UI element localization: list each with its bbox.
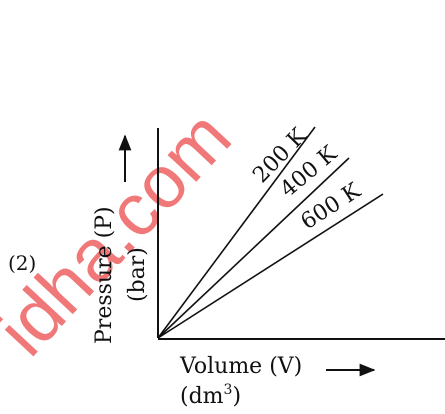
x-axis-unit-close: )	[232, 384, 241, 409]
option-label: (2)	[8, 251, 36, 275]
x-axis-unit-exponent: 3	[224, 382, 233, 398]
x-axis-title: Volume (V)	[179, 354, 302, 379]
isotherm-line-400k	[157, 157, 350, 339]
watermark-text: idha.com	[0, 95, 246, 371]
isotherm-line-200k	[157, 126, 316, 339]
y-axis-unit: (bar)	[125, 247, 150, 302]
isotherm-line-600k	[157, 193, 384, 339]
y-axis-title: Pressure (P)	[92, 206, 117, 344]
x-axis-unit: (dm3)	[180, 382, 241, 409]
x-axis-unit-base: (dm	[180, 384, 224, 409]
